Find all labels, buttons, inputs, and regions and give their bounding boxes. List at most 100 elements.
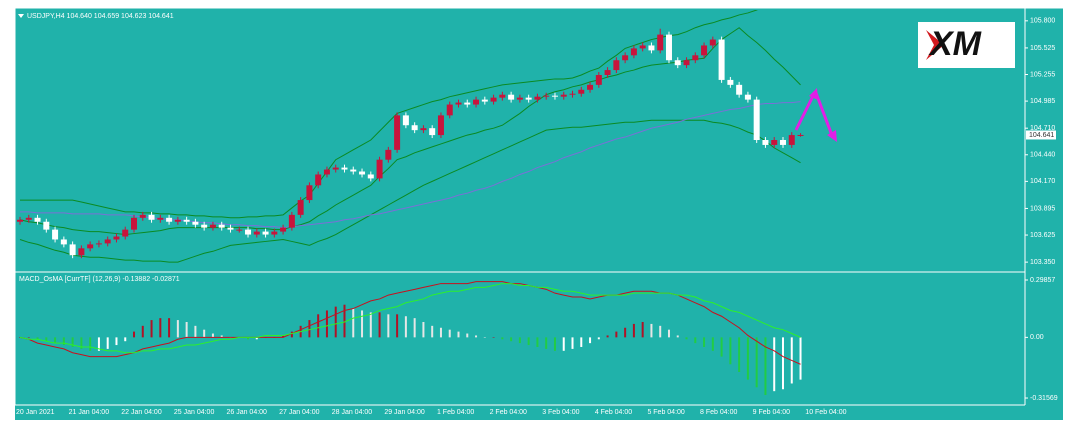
histogram-bar xyxy=(159,318,162,338)
y-tick-label: 105.255 xyxy=(1030,71,1055,78)
histogram-bar xyxy=(685,337,688,340)
histogram-bar xyxy=(343,304,346,338)
candle-body xyxy=(87,244,94,249)
candle-body xyxy=(578,89,585,94)
y-tick-label: 105.800 xyxy=(1030,18,1055,25)
candle-body xyxy=(762,140,769,145)
x-tick-label: 21 Jan 04:00 xyxy=(69,409,110,416)
x-tick-label: 10 Feb 04:00 xyxy=(805,409,846,416)
histogram-bar xyxy=(439,327,442,338)
histogram-bar xyxy=(378,312,381,338)
candle-body xyxy=(648,45,655,51)
candle-body xyxy=(34,217,41,222)
candle-body xyxy=(52,229,59,240)
histogram-bar xyxy=(536,337,539,347)
candle-body xyxy=(481,99,488,102)
symbol-menu-triangle[interactable] xyxy=(18,14,24,18)
histogram-bar xyxy=(527,337,530,346)
histogram-bar xyxy=(369,312,372,338)
candle-body xyxy=(788,135,795,145)
histogram-bar xyxy=(615,331,618,338)
histogram-bar xyxy=(624,327,627,338)
candle-body xyxy=(455,102,462,105)
candle-body xyxy=(639,45,646,49)
y-tick-label: 0.29857 xyxy=(1030,277,1055,284)
histogram-bar xyxy=(141,325,144,338)
candle-body xyxy=(359,171,366,175)
arrow-up xyxy=(794,93,816,131)
x-tick-label: 28 Jan 04:00 xyxy=(332,409,373,416)
y-tick-label: 103.350 xyxy=(1030,259,1055,266)
histogram-bar xyxy=(659,325,662,338)
y-tick-label: 104.440 xyxy=(1030,152,1055,159)
candle-body xyxy=(490,97,497,102)
histogram-bar xyxy=(553,337,556,351)
indicator-title: MACD_OsMA [CurrTF] (12,26,9) -0.13882 -0… xyxy=(19,276,180,283)
axes: 105.800 105.525 105.255 104.985 104.710 104.4… xyxy=(16,18,1058,416)
candle-body xyxy=(227,227,234,230)
histogram-bar xyxy=(431,325,434,338)
candle-body xyxy=(692,55,699,61)
histogram-bar xyxy=(457,331,460,338)
candle-body xyxy=(60,239,67,245)
histogram-bar xyxy=(589,337,592,344)
histogram-bar xyxy=(413,318,416,338)
histogram-bar xyxy=(352,308,355,338)
candle-body xyxy=(587,84,594,90)
y-tick-label: 103.625 xyxy=(1030,232,1055,239)
candle-body xyxy=(736,84,743,95)
candle-body xyxy=(604,70,611,75)
histogram-bar xyxy=(580,337,583,347)
y-tick-label: 105.525 xyxy=(1030,45,1055,52)
histogram-bar xyxy=(36,337,39,340)
candle-body xyxy=(771,140,778,145)
histogram-bar xyxy=(150,320,153,338)
candle-body xyxy=(551,95,558,97)
candle-body xyxy=(157,217,164,220)
histogram-bar xyxy=(325,310,328,338)
candle-body xyxy=(122,229,129,237)
y-tick-label: 103.895 xyxy=(1030,205,1055,212)
histogram-bar xyxy=(650,323,653,338)
candle-body xyxy=(411,125,418,131)
candle-body xyxy=(376,159,383,179)
price-panel xyxy=(17,10,804,263)
histogram-bar xyxy=(168,318,171,338)
histogram-bar xyxy=(255,337,258,340)
candle-body xyxy=(499,94,506,98)
histogram-bar xyxy=(781,337,784,390)
y-tick-label: 104.985 xyxy=(1030,98,1055,105)
histogram-bar xyxy=(492,337,495,338)
histogram-bar xyxy=(317,314,320,338)
candle-body xyxy=(464,102,471,105)
candle-body xyxy=(744,94,751,100)
candle-body xyxy=(306,185,313,201)
candle-body xyxy=(43,221,50,230)
histogram-bar xyxy=(483,337,486,338)
histogram-bar xyxy=(282,335,285,338)
histogram-bar xyxy=(738,337,741,372)
histogram-bar xyxy=(308,320,311,338)
candle-body xyxy=(613,60,620,71)
histogram-bar xyxy=(71,337,74,347)
candle-body xyxy=(201,224,208,228)
candle-body xyxy=(69,244,76,256)
candle-body xyxy=(508,94,515,100)
candle-body xyxy=(701,45,708,56)
histogram-bar xyxy=(597,337,600,340)
histogram-bar xyxy=(176,320,179,338)
candle-body xyxy=(622,55,629,61)
candle-body xyxy=(183,219,190,222)
histogram-bar xyxy=(799,337,802,380)
candle-body xyxy=(569,93,576,95)
candle-body xyxy=(166,217,173,222)
candle-body xyxy=(236,229,243,231)
histogram-bar xyxy=(729,337,732,365)
candle-body xyxy=(148,214,155,220)
candle-body xyxy=(78,248,85,256)
histogram-bar xyxy=(667,329,670,338)
x-tick-label: 26 Jan 04:00 xyxy=(226,409,267,416)
candle-body xyxy=(727,79,734,85)
candle-body xyxy=(534,96,541,100)
histogram-bar xyxy=(185,321,188,338)
